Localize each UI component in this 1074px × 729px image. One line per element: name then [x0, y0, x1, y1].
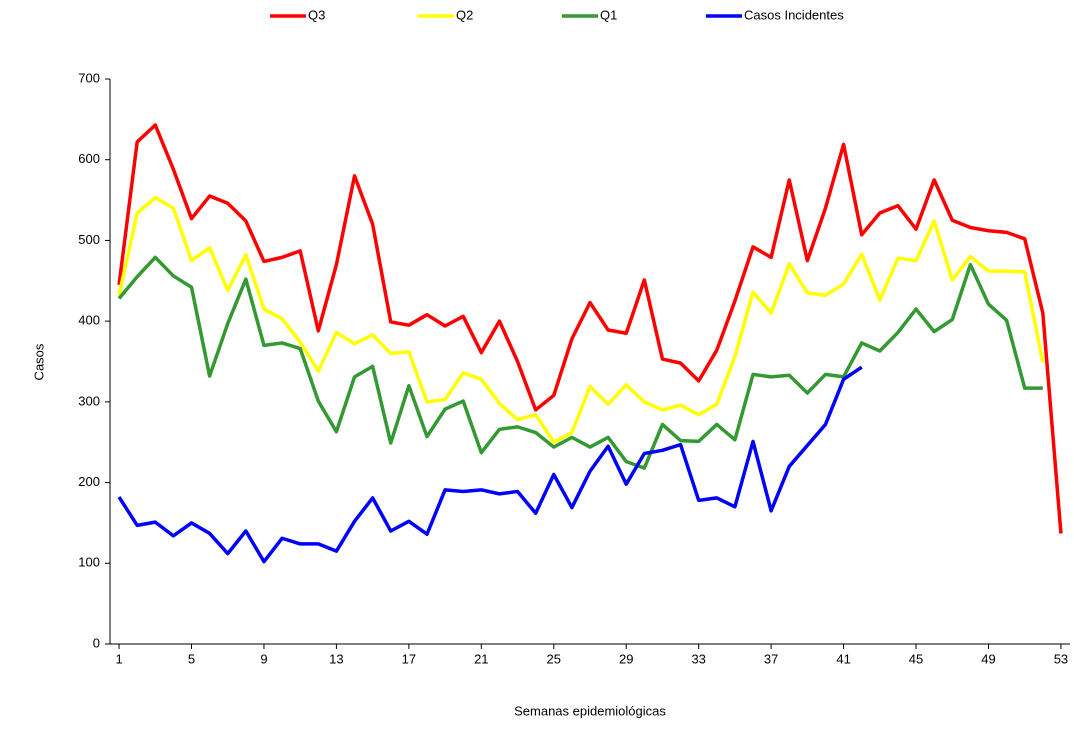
legend-label: Q2 [456, 7, 473, 22]
x-tick-label: 45 [909, 651, 923, 666]
x-tick-label: 5 [188, 651, 195, 666]
series-line [117, 123, 1063, 534]
y-tick-label: 0 [93, 635, 100, 650]
x-tick-label: 1 [115, 651, 122, 666]
x-tick-label: 53 [1054, 651, 1068, 666]
series-line [117, 255, 1043, 470]
y-tick-label: 500 [78, 232, 100, 247]
legend-label: Q3 [308, 7, 325, 22]
y-tick-label: 200 [78, 474, 100, 489]
series-line [117, 365, 863, 564]
x-tick-label: 41 [836, 651, 850, 666]
x-tick-label: 49 [981, 651, 995, 666]
y-axis-label: Casos [31, 343, 46, 380]
y-tick-label: 700 [78, 70, 100, 85]
legend-label: Q1 [600, 7, 617, 22]
x-tick-label: 13 [329, 651, 343, 666]
x-tick-label: 29 [619, 651, 633, 666]
y-tick-label: 100 [78, 555, 100, 570]
y-tick-label: 300 [78, 393, 100, 408]
x-tick-label: 33 [691, 651, 705, 666]
y-tick-label: 600 [78, 151, 100, 166]
x-tick-label: 37 [764, 651, 778, 666]
x-axis-label: Semanas epidemiológicas [514, 703, 666, 718]
legend-label: Casos Incidentes [744, 7, 844, 22]
x-tick-label: 25 [547, 651, 561, 666]
series-line [117, 195, 1045, 444]
x-tick-label: 21 [474, 651, 488, 666]
x-tick-label: 9 [260, 651, 267, 666]
x-tick-label: 17 [402, 651, 416, 666]
y-tick-label: 400 [78, 313, 100, 328]
